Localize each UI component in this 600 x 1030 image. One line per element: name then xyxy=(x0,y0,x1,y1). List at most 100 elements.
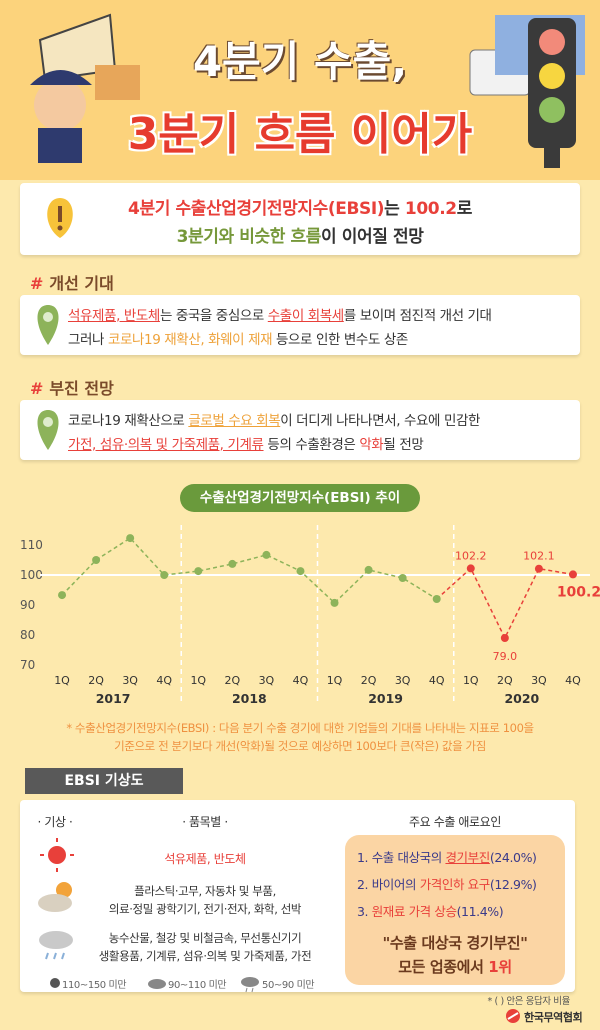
text: 등으로 인한 변수도 상존 xyxy=(272,332,408,348)
col-header: 주요 수출 애로요인 xyxy=(409,815,501,829)
text: 등의 수출환경은 xyxy=(263,437,360,453)
point xyxy=(398,574,407,582)
conclusion: 모든 업종에서 1위 xyxy=(345,956,565,977)
legend-label: 50~90 미만 xyxy=(262,980,315,991)
point xyxy=(194,567,203,576)
text: (12.9%) xyxy=(489,877,537,892)
header-art xyxy=(30,13,585,168)
text: 4분기 수출산업경기전망지수(EBSI) xyxy=(128,199,385,219)
item-line: 농수산물, 철강 및 비철금속, 무선통신기기 xyxy=(108,931,302,945)
point xyxy=(364,565,373,574)
text: 가전, 섬유·의복 및 가죽제품, 기계류 xyxy=(68,437,264,453)
x-group-label: 2018 xyxy=(232,691,267,706)
point xyxy=(160,571,169,579)
y-tick-label: 90 xyxy=(20,598,35,612)
point xyxy=(330,598,339,607)
text: 경기부진 xyxy=(445,850,490,865)
x-group-label: 2017 xyxy=(96,691,131,706)
x-tick-label: 3Q xyxy=(122,674,138,687)
factor: 1. 수출 대상국의 경기부진(24.0%) xyxy=(357,847,537,866)
text: 개선 기대 xyxy=(49,274,114,293)
title-line: 3분기 흐름 이어가 xyxy=(127,109,473,160)
summary-line: 4분기 수출산업경기전망지수(EBSI)는 100.2로 xyxy=(0,194,600,219)
summary-box xyxy=(20,183,580,255)
text: 악화 xyxy=(359,437,384,453)
text: 2. 바이어의 xyxy=(357,877,420,892)
point xyxy=(500,634,509,642)
text: 1위 xyxy=(488,958,512,976)
chart-title: 수출산업경기전망지수(EBSI) 추이 xyxy=(180,484,420,512)
x-tick-label: 3Q xyxy=(395,674,411,687)
text: 수출이 회복세 xyxy=(267,308,344,324)
footer-note: * ( ) 안은 응답자 비율 xyxy=(487,996,571,1007)
text: 코로나19 재확산으로 xyxy=(68,413,189,429)
x-tick-label: 3Q xyxy=(531,674,547,687)
section-line: 그러나 코로나19 재확산, 화웨이 제재 등으로 인한 변수도 상존 xyxy=(68,328,408,348)
chart: 70 80 90 100 110 2017 2018 2019 2020 1Q 2Q 3Q 4Q 1Q 2Q… xyxy=(20,525,600,706)
section-line: 코로나19 재확산으로 글로벌 수요 회복이 더디게 나타나면서, 수요에 민감… xyxy=(68,409,480,429)
footnote: * 수출산업경기전망지수(EBSI) : 다음 분기 수출 경기에 대한 기업들… xyxy=(66,721,534,735)
x-tick-label: 1Q xyxy=(463,674,479,687)
conclusion: "수출 대상국 경기부진" xyxy=(382,934,528,952)
text: 3분기와 비슷한 흐름 xyxy=(176,227,322,247)
point xyxy=(466,564,475,573)
text: 100.2 xyxy=(404,199,457,219)
point xyxy=(296,567,305,576)
legend-label: 90~110 미만 xyxy=(168,980,227,991)
x-tick-label: 1Q xyxy=(54,674,70,687)
text: (11.4%) xyxy=(456,904,504,919)
x-tick-label: 1Q xyxy=(327,674,343,687)
hash: # xyxy=(30,274,44,293)
text: 될 전망 xyxy=(383,437,424,453)
section-heading: # 부진 전망 xyxy=(30,375,114,399)
point xyxy=(432,595,441,603)
legend-icons xyxy=(50,977,259,993)
text: 석유제품, 반도체 xyxy=(68,308,160,324)
section-heading: # 개선 기대 xyxy=(30,270,114,294)
item-line: 의료·정밀 광학기기, 전기·전자, 화학, 선박 xyxy=(108,902,302,916)
factor-box xyxy=(345,835,565,985)
point xyxy=(568,570,577,579)
section-line: 석유제품, 반도체는 중국을 중심으로 수출이 회복세를 보이며 점진적 개선 … xyxy=(68,304,492,324)
point xyxy=(228,559,237,568)
x-tick-label: 4Q xyxy=(293,674,309,687)
text: 부진 전망 xyxy=(49,379,114,398)
col-header: · 기상 · xyxy=(37,815,73,829)
x-tick-label: 1Q xyxy=(190,674,206,687)
value-label: 100.2 xyxy=(557,584,600,600)
text: 원재료 가격 상승 xyxy=(371,904,457,919)
point xyxy=(58,591,67,600)
y-tick-label: 70 xyxy=(20,658,35,672)
legend-label: 110~150 미만 xyxy=(62,980,127,991)
series-line xyxy=(61,537,438,604)
y-tick-label: 100 xyxy=(20,568,43,582)
hash: # xyxy=(30,379,44,398)
x-tick-label: 3Q xyxy=(259,674,275,687)
weather-icons xyxy=(38,838,74,960)
text: 가격인하 요구 xyxy=(419,877,491,892)
text: 모든 업종에서 xyxy=(398,958,489,976)
x-group-label: 2020 xyxy=(504,691,539,706)
alert-icon xyxy=(47,198,73,238)
text: 는 xyxy=(384,199,405,219)
item-line: 플라스틱·고무, 자동차 및 부품, xyxy=(134,884,276,898)
x-tick-label: 4Q xyxy=(429,674,445,687)
footnote: 기준으로 전 분기보다 개선(악화)될 것으로 예상하면 100보다 큰(작은)… xyxy=(114,739,486,753)
x-group-label: 2019 xyxy=(368,691,403,706)
title-line: 4분기 수출, xyxy=(192,37,408,86)
y-tick-label: 80 xyxy=(20,628,35,642)
text: 로 xyxy=(456,199,473,219)
text: 코로나19 재확산, 화웨이 제재 xyxy=(107,332,273,348)
value-label: 102.2 xyxy=(455,549,487,562)
pin-icon xyxy=(37,410,59,450)
text: 글로벌 수요 회복 xyxy=(188,413,281,429)
value-label: 102.1 xyxy=(523,550,555,563)
pin-icon xyxy=(37,305,59,345)
section-line: 가전, 섬유·의복 및 가죽제품, 기계류 등의 수출환경은 악화될 전망 xyxy=(68,433,424,453)
factor: 3. 원재료 가격 상승(11.4%) xyxy=(357,901,504,920)
x-tick-label: 4Q xyxy=(565,674,581,687)
item-line: 석유제품, 반도체 xyxy=(164,852,246,866)
y-tick-label: 110 xyxy=(20,538,43,552)
point xyxy=(126,534,135,543)
text: 를 보이며 점진적 개선 기대 xyxy=(343,308,492,324)
